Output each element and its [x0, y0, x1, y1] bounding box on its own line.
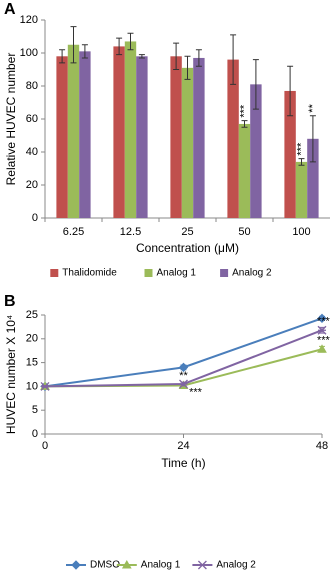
y-axis-title: Relative HUVEC number: [4, 53, 18, 186]
error-bar: [116, 37, 123, 56]
bar: [170, 56, 182, 218]
significance-label: ***: [238, 104, 250, 118]
significance-label: ***: [295, 142, 307, 156]
error-bar: [70, 26, 77, 64]
error-bar: [287, 65, 294, 117]
bar: [56, 56, 68, 218]
legend-label: Analog 1: [141, 560, 181, 571]
marker: [178, 362, 189, 373]
bar: [113, 46, 125, 219]
bar: [250, 84, 262, 218]
bar: [124, 41, 137, 219]
marker: [179, 379, 188, 389]
panel-label: A: [4, 1, 16, 18]
x-tick-label: 6.25: [63, 226, 84, 238]
legend-label: Analog 2: [232, 268, 272, 279]
y-tick-label: 20: [26, 333, 38, 345]
legend-swatch: [220, 269, 229, 277]
error-bar: [195, 49, 202, 67]
y-tick-label: 25: [26, 309, 38, 321]
y-tick-label: 100: [20, 47, 38, 59]
legend-label: Analog 2: [216, 560, 256, 571]
y-axis-title: HUVEC number X 10⁴: [4, 315, 18, 434]
x-tick-label: 50: [238, 226, 250, 238]
significance-label: **: [307, 103, 319, 112]
marker: [317, 313, 327, 324]
significance-label: ***: [317, 334, 331, 346]
error-bar: [309, 115, 316, 163]
bar: [295, 161, 308, 218]
x-axis-title: Concentration (μM): [136, 241, 239, 255]
marker: [317, 325, 327, 335]
y-tick-label: 0: [32, 212, 38, 224]
legend-marker: [121, 559, 132, 569]
y-tick-label: 60: [26, 113, 38, 125]
error-bar: [298, 158, 305, 166]
error-bar: [127, 32, 134, 51]
error-bar: [241, 120, 248, 128]
y-tick-label: 20: [26, 179, 38, 191]
marker: [317, 344, 327, 353]
y-tick-label: 0: [32, 428, 38, 440]
error-bar: [184, 55, 191, 80]
x-axis-title: Time (h): [161, 456, 205, 470]
bar: [181, 67, 194, 218]
bar: [227, 59, 239, 218]
legend-swatch: [50, 269, 59, 277]
x-tick-label: 25: [181, 226, 193, 238]
y-tick-label: 15: [26, 357, 38, 369]
x-tick-label: 24: [177, 440, 189, 452]
bar: [307, 138, 319, 218]
legend-marker: [197, 560, 207, 570]
significance-label: ***: [189, 386, 203, 398]
panel-label: B: [4, 293, 16, 310]
legend-label: Analog 1: [157, 268, 197, 279]
y-tick-label: 120: [20, 14, 38, 26]
bar: [136, 56, 148, 218]
y-tick-label: 40: [26, 146, 38, 158]
x-tick-label: 48: [316, 440, 328, 452]
x-tick-label: 12.5: [120, 226, 141, 238]
significance-label: ***: [317, 315, 331, 327]
bar: [238, 123, 251, 218]
legend-label: DMSO: [90, 560, 120, 571]
error-bar: [81, 44, 88, 59]
x-tick-label: 100: [292, 226, 310, 238]
bar: [79, 51, 91, 218]
bar: [284, 90, 296, 218]
bar: [67, 44, 80, 218]
y-tick-label: 10: [26, 380, 38, 392]
y-tick-label: 5: [32, 404, 38, 416]
marker: [40, 381, 50, 391]
legend-marker: [71, 560, 81, 570]
y-tick-label: 80: [26, 80, 38, 92]
error-bar: [230, 34, 237, 85]
error-bar: [252, 59, 259, 110]
x-tick-label: 0: [42, 440, 48, 452]
legend-swatch: [144, 269, 153, 277]
error-bar: [138, 54, 145, 59]
error-bar: [59, 49, 66, 64]
bar: [193, 57, 205, 219]
error-bar: [173, 42, 180, 70]
legend-label: Thalidomide: [62, 268, 117, 279]
significance-label: **: [179, 370, 188, 382]
